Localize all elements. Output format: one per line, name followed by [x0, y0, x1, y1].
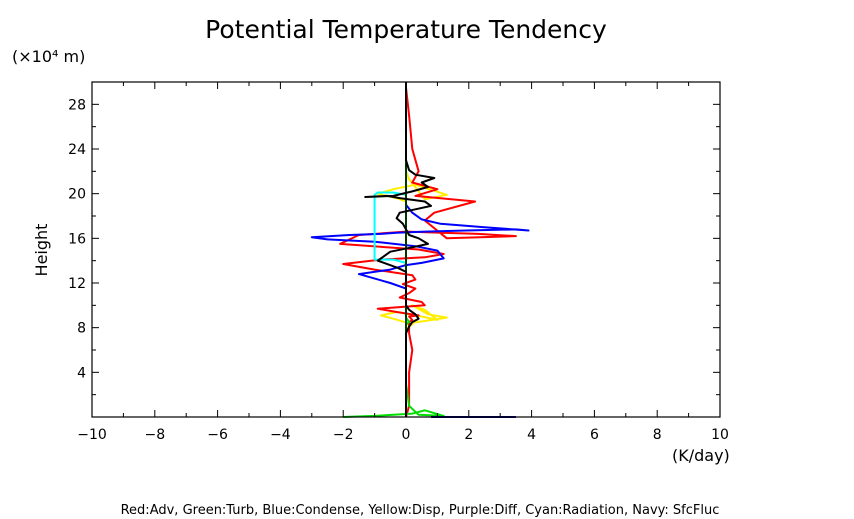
legend-note: Red:Adv, Green:Turb, Blue:Condense, Yell… [121, 503, 720, 518]
x-tick-label: 8 [653, 427, 662, 443]
x-tick-label: 0 [402, 427, 411, 443]
y-axis-label: Height [32, 224, 51, 277]
y-tick-label: 28 [68, 97, 86, 113]
x-tick-label: −2 [333, 427, 354, 443]
y-tick-label: 12 [68, 276, 86, 292]
x-tick-label: 2 [464, 427, 473, 443]
series-line-condense [310, 82, 530, 417]
series-line-total [364, 82, 436, 417]
plot-frame [91, 81, 721, 418]
y-tick-label: 8 [77, 321, 86, 337]
x-tick-label: −10 [77, 427, 107, 443]
x-tick-label: −8 [144, 427, 165, 443]
y-tick-label: 20 [68, 187, 86, 203]
x-axis-unit: (K/day) [672, 446, 730, 465]
y-tick-label: 24 [68, 142, 86, 158]
x-tick-label: 4 [527, 427, 536, 443]
x-tick-label: 6 [590, 427, 599, 443]
y-tick-label: 4 [77, 365, 86, 381]
x-tick-label: −6 [207, 427, 228, 443]
chart-title: Potential Temperature Tendency [205, 15, 607, 44]
x-tick-label: 10 [711, 427, 729, 443]
y-tick-label: 16 [68, 231, 86, 247]
series-line-disp [376, 82, 448, 417]
series-layer [310, 82, 530, 418]
y-axis-unit: (×10⁴ m) [12, 47, 85, 66]
x-tick-label: −4 [270, 427, 291, 443]
